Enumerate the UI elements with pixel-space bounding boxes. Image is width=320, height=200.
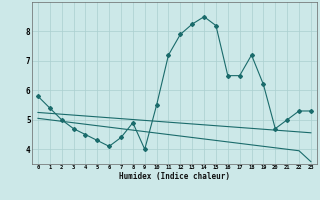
X-axis label: Humidex (Indice chaleur): Humidex (Indice chaleur)	[119, 172, 230, 181]
